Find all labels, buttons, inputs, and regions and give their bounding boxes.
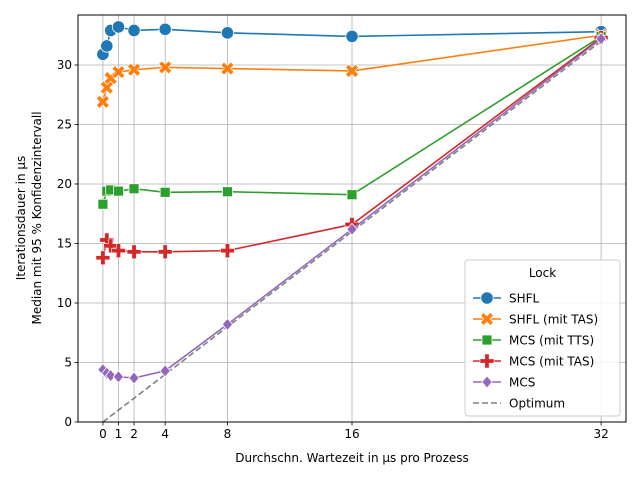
data-point-shfl — [158, 22, 172, 36]
data-point-mcs — [159, 364, 171, 378]
y-tick-label: 25 — [57, 117, 72, 131]
data-point-mcs-mit-tas — [126, 244, 142, 260]
x-axis-label: Durchschn. Wartezeit in µs pro Prozess — [235, 451, 469, 465]
data-point-mcs-mit-tts — [222, 186, 233, 198]
x-tick-label: 8 — [224, 427, 232, 441]
data-point-shfl-mit-tas — [111, 65, 126, 80]
legend-marker-shfl — [480, 291, 494, 305]
legend-title: Lock — [529, 266, 556, 280]
legend: Lock SHFL SHFL (mit TAS) MCS (mit TTS) MCS (… — [464, 259, 621, 417]
data-point-shfl — [111, 20, 126, 34]
data-point-mcs-mit-tas — [111, 243, 126, 258]
legend-box — [464, 259, 621, 417]
data-point-mcs — [128, 371, 140, 385]
data-point-mcs-mit-tts — [346, 189, 358, 201]
data-point-mcs — [112, 370, 125, 384]
legend-label-optimum: Optimum — [509, 397, 565, 411]
data-point-shfl-mit-tas — [95, 94, 110, 109]
x-tick-label: 0 — [99, 427, 107, 441]
x-tick-label: 32 — [593, 427, 608, 441]
data-point-shfl — [127, 23, 141, 38]
series-layer — [95, 20, 609, 423]
y-tick-label: 0 — [64, 415, 72, 429]
y-tick-label: 5 — [64, 355, 72, 369]
data-point-mcs-mit-tts — [159, 186, 171, 198]
legend-marker-mcs-mit-tas — [479, 353, 495, 369]
y-tick-label: 20 — [57, 177, 72, 191]
y-axis-label-line2: Median mit 95 % Konfidenzintervall — [30, 111, 44, 324]
data-point-mcs-mit-tts — [128, 183, 140, 195]
data-point-mcs-mit-tas — [95, 250, 111, 266]
legend-label-mcs: MCS — [509, 376, 535, 390]
data-point-mcs — [105, 368, 117, 383]
legend-label-shfl: SHFL — [509, 292, 540, 306]
data-point-mcs — [346, 222, 358, 236]
y-tick-label: 30 — [57, 58, 72, 72]
x-tick-label: 4 — [161, 427, 169, 441]
x-tick-label: 16 — [344, 427, 359, 441]
data-point-mcs-mit-tts — [97, 198, 109, 210]
data-point-shfl-mit-tas — [345, 64, 359, 78]
y-axis-label-line1: Iterationsdauer in µs — [14, 156, 28, 281]
legend-marker-mcs-mit-tts — [481, 334, 493, 346]
data-point-shfl-mit-tas — [127, 62, 141, 77]
series-shfl-mit-tas — [95, 28, 609, 109]
legend-marker-shfl-mit-tas — [480, 312, 494, 326]
data-point-shfl-mit-tas — [220, 61, 235, 76]
data-point-mcs — [221, 317, 234, 332]
series-mcs — [97, 32, 607, 385]
data-point-shfl-mit-tas — [99, 80, 114, 95]
x-tick-label: 2 — [130, 427, 138, 441]
data-point-mcs-mit-tts — [113, 185, 124, 197]
x-tick-label: 1 — [115, 427, 123, 441]
data-point-shfl-mit-tas — [158, 60, 173, 75]
series-line-optimum — [102, 40, 602, 423]
data-point-mcs-mit-tas — [220, 243, 235, 258]
data-point-mcs-mit-tas — [157, 244, 173, 260]
y-tick-label: 15 — [57, 236, 72, 250]
legend-label-mcs-mit-tts: MCS (mit TTS) — [509, 334, 594, 348]
legend-label-shfl-mit-tas: SHFL (mit TAS) — [509, 313, 598, 327]
data-point-shfl — [100, 39, 114, 53]
data-point-shfl — [220, 26, 235, 40]
data-point-mcs — [595, 32, 607, 46]
legend-marker-mcs — [481, 375, 493, 389]
data-point-shfl — [345, 29, 359, 44]
y-tick-label: 10 — [57, 296, 72, 310]
series-optimum — [102, 40, 602, 423]
legend-label-mcs-mit-tas: MCS (mit TAS) — [509, 355, 594, 369]
